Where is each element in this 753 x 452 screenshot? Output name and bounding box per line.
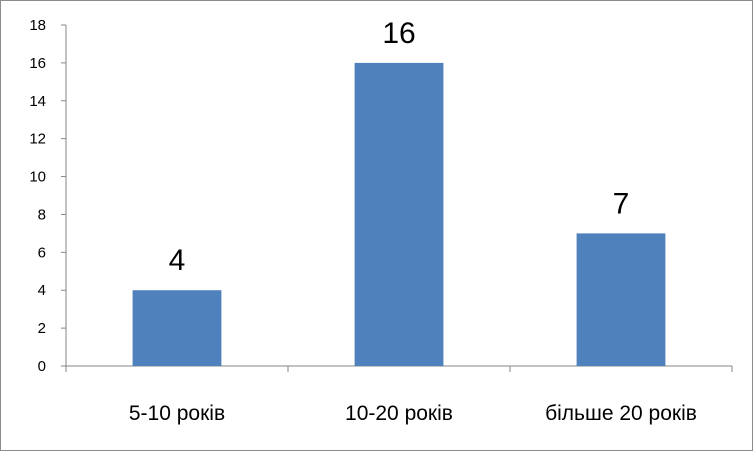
y-tick-label: 0 — [38, 358, 46, 375]
data-label: 16 — [382, 17, 415, 50]
y-tick-label: 4 — [38, 282, 46, 299]
y-tick-label: 6 — [38, 244, 46, 261]
bars — [132, 62, 666, 367]
bar — [576, 233, 666, 366]
data-label: 4 — [169, 244, 186, 277]
y-tick-label: 10 — [29, 169, 46, 186]
data-label: 7 — [613, 187, 630, 220]
y-tick-label: 14 — [29, 93, 46, 110]
bar — [132, 290, 222, 366]
labels: 4 5-10 років 16 10-20 років 7 більше 20 років — [129, 17, 697, 425]
bar — [354, 62, 444, 367]
y-tick-label: 16 — [29, 55, 46, 72]
y-tick-label: 8 — [38, 206, 46, 223]
y-tick-label: 12 — [29, 131, 46, 148]
y-tick-label: 2 — [38, 320, 46, 337]
x-category-label: 10-20 років — [345, 402, 453, 425]
y-tick-label: 18 — [29, 17, 46, 34]
x-category-label: більше 20 років — [545, 402, 697, 425]
x-category-label: 5-10 років — [129, 402, 225, 425]
